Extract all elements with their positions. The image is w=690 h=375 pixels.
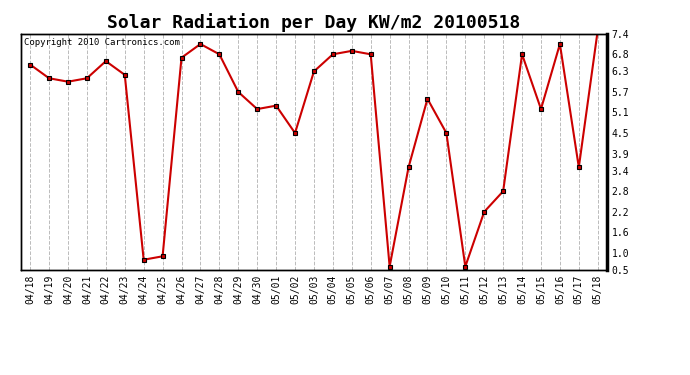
Title: Solar Radiation per Day KW/m2 20100518: Solar Radiation per Day KW/m2 20100518 — [108, 13, 520, 32]
Text: Copyright 2010 Cartronics.com: Copyright 2010 Cartronics.com — [23, 39, 179, 48]
